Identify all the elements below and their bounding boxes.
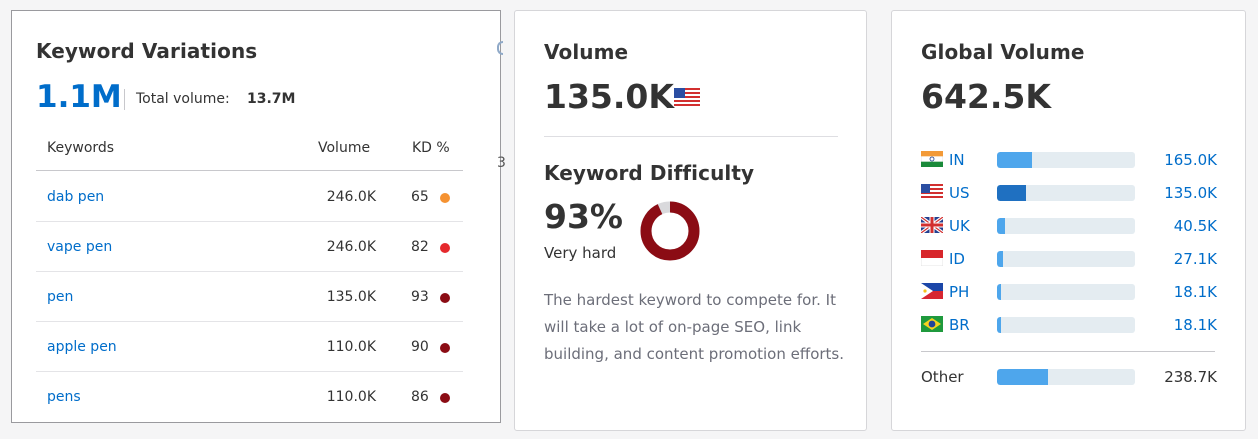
table-row: pen 135.0K 93 (36, 272, 463, 322)
volume-share-bar (997, 317, 1135, 333)
total-volume-value: 13.7M (247, 91, 296, 107)
country-code[interactable]: ID (949, 250, 965, 268)
volume-share-fill (997, 284, 1001, 300)
keyword-volume: 110.0K (326, 389, 376, 405)
kd-indicator-dot (440, 293, 450, 303)
volume-card: Volume 135.0K Keyword Difficulty 93% Ver… (514, 10, 867, 431)
keyword-link[interactable]: vape pen (47, 239, 113, 255)
volume-share-bar (997, 251, 1135, 267)
us-flag-icon (921, 184, 943, 204)
keyword-kd: 82 (411, 239, 429, 255)
keyword-volume: 110.0K (326, 339, 376, 355)
keyword-kd: 65 (411, 189, 429, 205)
keyword-volume: 246.0K (326, 239, 376, 255)
column-header-volume: Volume (318, 140, 371, 156)
uk-flag-icon (919, 215, 945, 237)
volume-share-fill (997, 251, 1003, 267)
kd-indicator-dot (440, 193, 450, 203)
global-volume-value: 642.5K (921, 77, 1051, 116)
volume-share-bar (997, 284, 1135, 300)
keyword-kd: 86 (411, 389, 429, 405)
keyword-difficulty-title: Keyword Difficulty (544, 161, 755, 185)
table-header-divider (36, 170, 463, 171)
country-row-in: IN 165.0K (920, 149, 1217, 171)
keyword-link[interactable]: dab pen (47, 189, 105, 205)
volume-share-bar (997, 185, 1135, 201)
other-label: Other (921, 368, 964, 386)
volume-share-fill (997, 185, 1026, 201)
volume-share-bar (997, 218, 1135, 234)
country-code[interactable]: PH (949, 283, 970, 301)
kd-indicator-dot (440, 393, 450, 403)
global-volume-title: Global Volume (921, 40, 1085, 64)
us-flag-icon (674, 88, 700, 110)
keyword-variations-title: Keyword Variations (36, 39, 258, 63)
country-volume[interactable]: 18.1K (1173, 283, 1217, 301)
volume-share-fill (997, 317, 1001, 333)
keyword-difficulty-label: Very hard (544, 244, 617, 262)
country-row-us: US 135.0K (921, 182, 1217, 204)
brazil-flag-icon (921, 316, 943, 336)
volume-share-fill (997, 369, 1048, 385)
keyword-variations-count[interactable]: 1.1M (36, 79, 122, 115)
country-row-id: ID 27.1K (920, 248, 1217, 270)
country-row-br: BR 18.1K (921, 314, 1217, 336)
volume-share-bar (997, 369, 1135, 385)
keyword-link[interactable]: pens (47, 389, 81, 405)
total-volume-label: Total volume: (136, 91, 230, 107)
divider (544, 136, 838, 137)
donut-arc (640, 201, 700, 261)
country-code[interactable]: IN (949, 151, 965, 169)
keyword-kd: 93 (411, 289, 429, 305)
table-row: pens 110.0K 86 (36, 372, 463, 422)
indonesia-flag-icon (920, 249, 944, 270)
country-row-other: Other 238.7K (921, 366, 1217, 388)
kd-indicator-dot (440, 243, 450, 253)
country-code[interactable]: US (949, 184, 970, 202)
kd-indicator-dot (440, 343, 450, 353)
divider (124, 89, 125, 110)
country-volume[interactable]: 18.1K (1173, 316, 1217, 334)
table-row: vape pen 246.0K 82 (36, 222, 463, 272)
table-row: apple pen 110.0K 90 (36, 322, 463, 372)
volume-share-fill (997, 152, 1032, 168)
column-header-kd: KD % (412, 140, 450, 156)
volume-value: 135.0K (544, 77, 674, 116)
keyword-volume: 246.0K (326, 189, 376, 205)
partial-edge-icon (497, 41, 503, 55)
keyword-kd: 90 (411, 339, 429, 355)
country-code[interactable]: BR (949, 316, 970, 334)
volume-share-fill (997, 218, 1005, 234)
philippines-flag-icon (921, 283, 943, 303)
keyword-volume: 135.0K (326, 289, 376, 305)
keyword-difficulty-value: 93% (544, 197, 623, 236)
keyword-difficulty-description: The hardest keyword to compete for. It w… (544, 291, 844, 363)
country-volume[interactable]: 165.0K (1164, 151, 1217, 169)
country-volume[interactable]: 27.1K (1173, 250, 1217, 268)
table-row: dab pen 246.0K 65 (36, 172, 463, 222)
keyword-link[interactable]: apple pen (47, 339, 117, 355)
keyword-difficulty-donut (640, 201, 700, 261)
global-volume-card: Global Volume 642.5K IN 165.0K (891, 10, 1246, 431)
country-row-ph: PH 18.1K (921, 281, 1217, 303)
column-header-keywords: Keywords (47, 140, 115, 156)
partial-edge-text: 3 (497, 155, 506, 171)
india-flag-icon (920, 150, 944, 171)
country-code[interactable]: UK (949, 217, 970, 235)
volume-share-bar (997, 152, 1135, 168)
country-volume[interactable]: 40.5K (1173, 217, 1217, 235)
divider (921, 351, 1215, 352)
keyword-link[interactable]: pen (47, 289, 74, 305)
keyword-variations-card: Keyword Variations 1.1M Total volume: 13… (11, 10, 506, 423)
volume-title: Volume (544, 40, 629, 64)
country-row-uk: UK 40.5K (919, 215, 1217, 237)
country-volume[interactable]: 135.0K (1164, 184, 1217, 202)
other-volume: 238.7K (1164, 368, 1217, 386)
